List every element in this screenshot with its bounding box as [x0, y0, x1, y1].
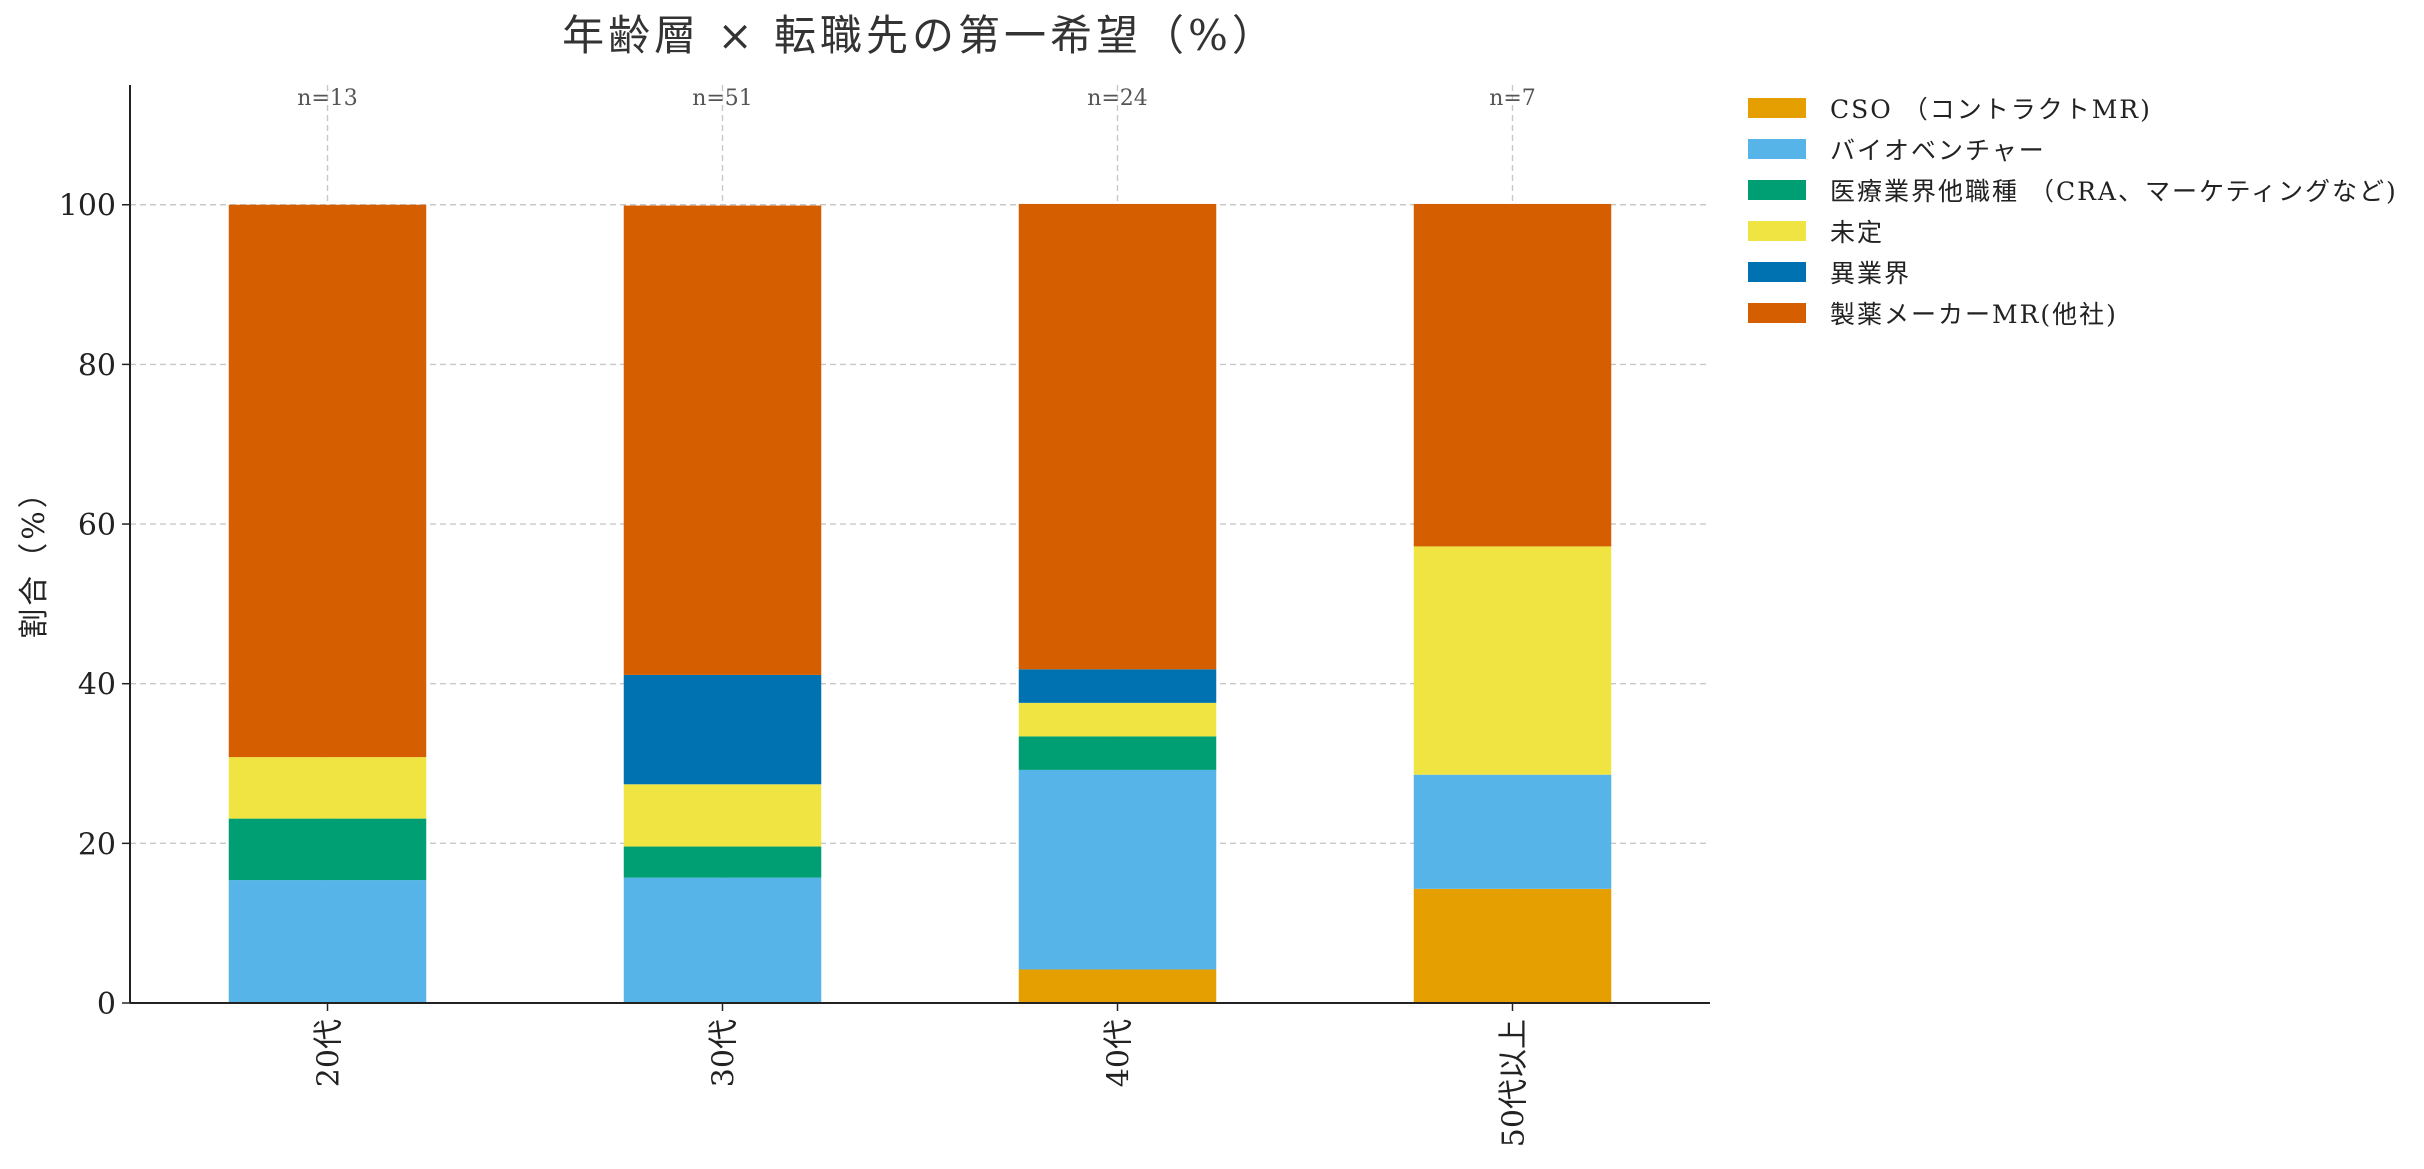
y-axis-label: 割合（%） [17, 475, 52, 639]
legend-label: CSO （コントラクトMR) [1830, 95, 2152, 124]
x-tick-label: 20代 [312, 1019, 347, 1087]
bar-segment [623, 674, 822, 785]
bar-segment [1018, 669, 1217, 703]
bar-segment [1413, 774, 1612, 889]
bar-segment [228, 757, 427, 819]
x-tick-label: 40代 [1102, 1019, 1137, 1087]
legend-swatch [1748, 139, 1806, 159]
bar-segment [623, 784, 822, 847]
legend-swatch [1748, 180, 1806, 200]
legend-swatch [1748, 262, 1806, 282]
axes [122, 85, 1710, 1011]
bar-segment [1413, 888, 1612, 1003]
sample-size-label: n=13 [297, 86, 358, 111]
bars [228, 203, 1612, 1003]
bar-segment [1018, 969, 1217, 1003]
sample-size-label: n=51 [692, 86, 753, 111]
bar-segment [623, 205, 822, 675]
bar-segment [623, 846, 822, 878]
x-tick-label: 50代以上 [1497, 1019, 1532, 1147]
bar-segment [1413, 546, 1612, 775]
bar-segment [228, 818, 427, 881]
legend-label: 製薬メーカーMR(他社) [1830, 300, 2118, 329]
bar-segment [1018, 203, 1217, 670]
legend-swatch [1748, 221, 1806, 241]
bar-segment [1018, 702, 1217, 737]
y-tick-label: 80 [78, 348, 116, 383]
legend-label: バイオベンチャー [1830, 136, 2046, 165]
y-tick-label: 40 [78, 668, 116, 703]
y-tick-label: 100 [59, 189, 116, 224]
legend-label: 異業界 [1830, 259, 1911, 288]
y-tick-label: 0 [97, 987, 116, 1022]
y-tick-label: 20 [78, 827, 116, 862]
bar-segment [228, 204, 427, 758]
y-tick-label: 60 [78, 508, 116, 543]
bar-segment [228, 880, 427, 1003]
x-tick-label: 30代 [707, 1019, 742, 1087]
bar-segment [1413, 203, 1612, 547]
sample-size-label: n=7 [1489, 86, 1536, 111]
legend-label: 未定 [1830, 218, 1884, 247]
legend-swatch [1748, 98, 1806, 118]
bar-segment [1018, 736, 1217, 770]
legend-swatch [1748, 303, 1806, 323]
tick-labels: 0 20 40 60 80 100 20代 n=13 30代 n=51 40代 n=24 50代以上 n=… [59, 86, 1536, 1147]
bar-segment [1018, 769, 1217, 970]
bar-segment [623, 877, 822, 1003]
sample-size-label: n=24 [1087, 86, 1148, 111]
legend-label: 医療業界他職種 （CRA、マーケティングなど) [1830, 177, 2398, 206]
chart-title: 年齢層 × 転職先の第一希望（%） [562, 11, 1278, 60]
